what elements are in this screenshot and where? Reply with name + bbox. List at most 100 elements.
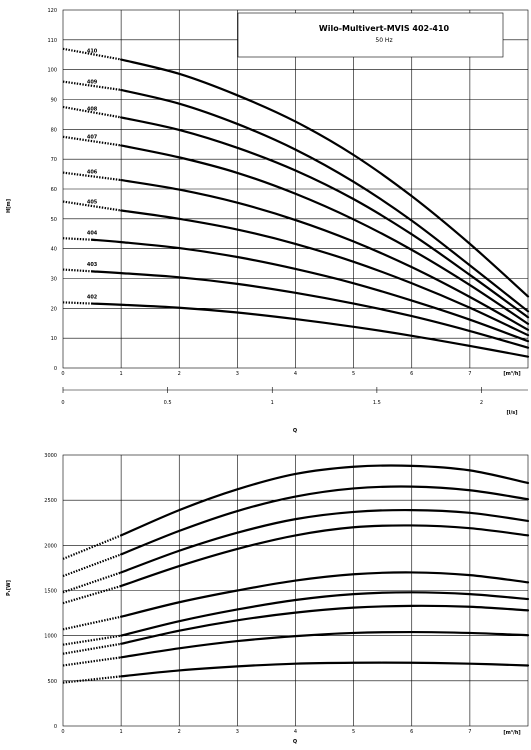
curve-label-407: 407 bbox=[87, 135, 98, 141]
head-x-tick-3: 3 bbox=[236, 371, 239, 377]
curve-407-extrapolated bbox=[62, 135, 122, 147]
power-chart-grid bbox=[62, 454, 529, 727]
curve-406 bbox=[120, 178, 530, 331]
head-y-tick-10: 10 bbox=[51, 336, 57, 342]
head-x2-tick-0: 0 bbox=[61, 400, 64, 406]
power-y-tick-0: 0 bbox=[54, 724, 57, 730]
curve-1 bbox=[120, 630, 530, 659]
head-secondary-axis: 0 0.5 1 1.5 2 bbox=[61, 387, 528, 406]
power-x-axis-label: Q bbox=[293, 739, 297, 745]
power-y-tick-2000: 2000 bbox=[44, 543, 57, 549]
head-x-tick-5: 5 bbox=[352, 371, 355, 377]
power-x-unit: [m³/h] bbox=[503, 730, 520, 736]
head-y-tick-80: 80 bbox=[51, 127, 57, 133]
head-x-tick-4: 4 bbox=[294, 371, 297, 377]
curve-4-extrapolated bbox=[62, 615, 122, 631]
curve-label-404: 404 bbox=[87, 230, 98, 236]
curve-403-extrapolated bbox=[62, 268, 93, 273]
curve-5 bbox=[120, 524, 530, 588]
curve-label-409: 409 bbox=[87, 79, 98, 85]
head-x-tick-1: 1 bbox=[120, 371, 123, 377]
chart-subtitle: 50 Hz bbox=[375, 37, 392, 44]
power-x-tick-3: 3 bbox=[236, 729, 239, 735]
power-x-tick-labels: 0 1 2 3 4 5 6 7 bbox=[61, 729, 471, 735]
head-y-axis-label: H[m] bbox=[6, 199, 12, 213]
head-x2-tick-1.5: 1.5 bbox=[373, 400, 381, 406]
curve-402 bbox=[90, 302, 530, 358]
curve-6 bbox=[120, 508, 530, 574]
head-x2-tick-2: 2 bbox=[480, 400, 483, 406]
head-chart-curves bbox=[62, 47, 530, 358]
curve-label-410: 410 bbox=[87, 48, 98, 54]
head-x2-unit: [l/s] bbox=[506, 410, 517, 416]
power-x-tick-5: 5 bbox=[352, 729, 355, 735]
head-y-tick-0: 0 bbox=[54, 366, 57, 372]
curve-7-extrapolated bbox=[62, 553, 122, 578]
curve-label-403: 403 bbox=[87, 262, 98, 268]
power-x-tick-6: 6 bbox=[410, 729, 413, 735]
curve-4 bbox=[120, 571, 530, 618]
head-x2-tick-0.5: 0.5 bbox=[164, 400, 172, 406]
power-x-tick-0: 0 bbox=[61, 729, 64, 735]
curve-1-extrapolated bbox=[62, 656, 122, 667]
curve-410 bbox=[120, 58, 530, 298]
curve-407 bbox=[120, 144, 530, 325]
head-y-tick-60: 60 bbox=[51, 187, 57, 193]
head-y-tick-30: 30 bbox=[51, 277, 57, 283]
head-x-axis-label: Q bbox=[293, 428, 297, 434]
power-y-tick-500: 500 bbox=[47, 679, 57, 685]
power-x-tick-2: 2 bbox=[178, 729, 181, 735]
curve-404 bbox=[90, 238, 530, 343]
head-y-tick-20: 20 bbox=[51, 306, 57, 312]
chart-title: Wilo-Multivert-MVIS 402-410 bbox=[319, 24, 450, 33]
curve-label-405: 405 bbox=[87, 200, 98, 206]
curve-406-extrapolated bbox=[62, 171, 122, 182]
head-y-tick-110: 110 bbox=[47, 38, 57, 44]
curve-408-extrapolated bbox=[62, 105, 122, 119]
head-y-tick-90: 90 bbox=[51, 98, 57, 104]
head-y-tick-100: 100 bbox=[47, 68, 57, 74]
head-y-tick-40: 40 bbox=[51, 247, 57, 253]
head-chart-curve-labels: 402 403 404 405 406 407 408 409 410 bbox=[87, 48, 98, 300]
curve-404-extrapolated bbox=[62, 237, 93, 241]
head-x-tick-2: 2 bbox=[178, 371, 181, 377]
curve-409-extrapolated bbox=[62, 80, 122, 92]
curve-408 bbox=[120, 116, 530, 319]
head-x-tick-0: 0 bbox=[61, 371, 64, 377]
head-y-tick-50: 50 bbox=[51, 217, 57, 223]
power-x-tick-4: 4 bbox=[294, 729, 297, 735]
curve-3-extrapolated bbox=[62, 634, 122, 646]
curve-405-extrapolated bbox=[62, 200, 122, 212]
curve-label-402: 402 bbox=[87, 294, 98, 300]
curve-402-extrapolated bbox=[62, 301, 93, 305]
curve-6-extrapolated bbox=[62, 571, 122, 594]
curve-410-extrapolated bbox=[62, 47, 122, 61]
power-x-tick-1: 1 bbox=[120, 729, 123, 735]
curve-8 bbox=[120, 464, 530, 537]
power-y-tick-1000: 1000 bbox=[44, 634, 57, 640]
power-y-tick-1500: 1500 bbox=[44, 589, 57, 595]
curve-label-406: 406 bbox=[87, 170, 98, 176]
head-y-tick-70: 70 bbox=[51, 157, 57, 163]
curve-5-extrapolated bbox=[62, 584, 122, 605]
curve-405 bbox=[120, 209, 530, 337]
power-x-tick-7: 7 bbox=[468, 729, 471, 735]
curve-2 bbox=[120, 604, 530, 645]
curve-0-extrapolated bbox=[62, 675, 122, 684]
curve-label-408: 408 bbox=[87, 106, 98, 112]
curve-2-extrapolated bbox=[62, 642, 122, 655]
power-chart-curves bbox=[62, 464, 530, 684]
head-x-tick-6: 6 bbox=[410, 371, 413, 377]
power-y-axis-label: P₁[W] bbox=[6, 580, 12, 596]
curve-8-extrapolated bbox=[62, 534, 122, 560]
title-box bbox=[237, 12, 504, 58]
head-y-tick-labels: 0 10 20 30 40 50 60 70 80 90 100 110 120 bbox=[47, 8, 57, 372]
curve-409 bbox=[120, 88, 530, 313]
curve-403 bbox=[90, 270, 530, 349]
head-x-tick-labels: 0 1 2 3 4 5 6 7 bbox=[61, 371, 471, 377]
power-y-tick-labels: 0 500 1000 1500 2000 2500 3000 bbox=[44, 453, 57, 730]
head-chart-grid bbox=[62, 9, 529, 369]
curve-7 bbox=[120, 485, 530, 556]
